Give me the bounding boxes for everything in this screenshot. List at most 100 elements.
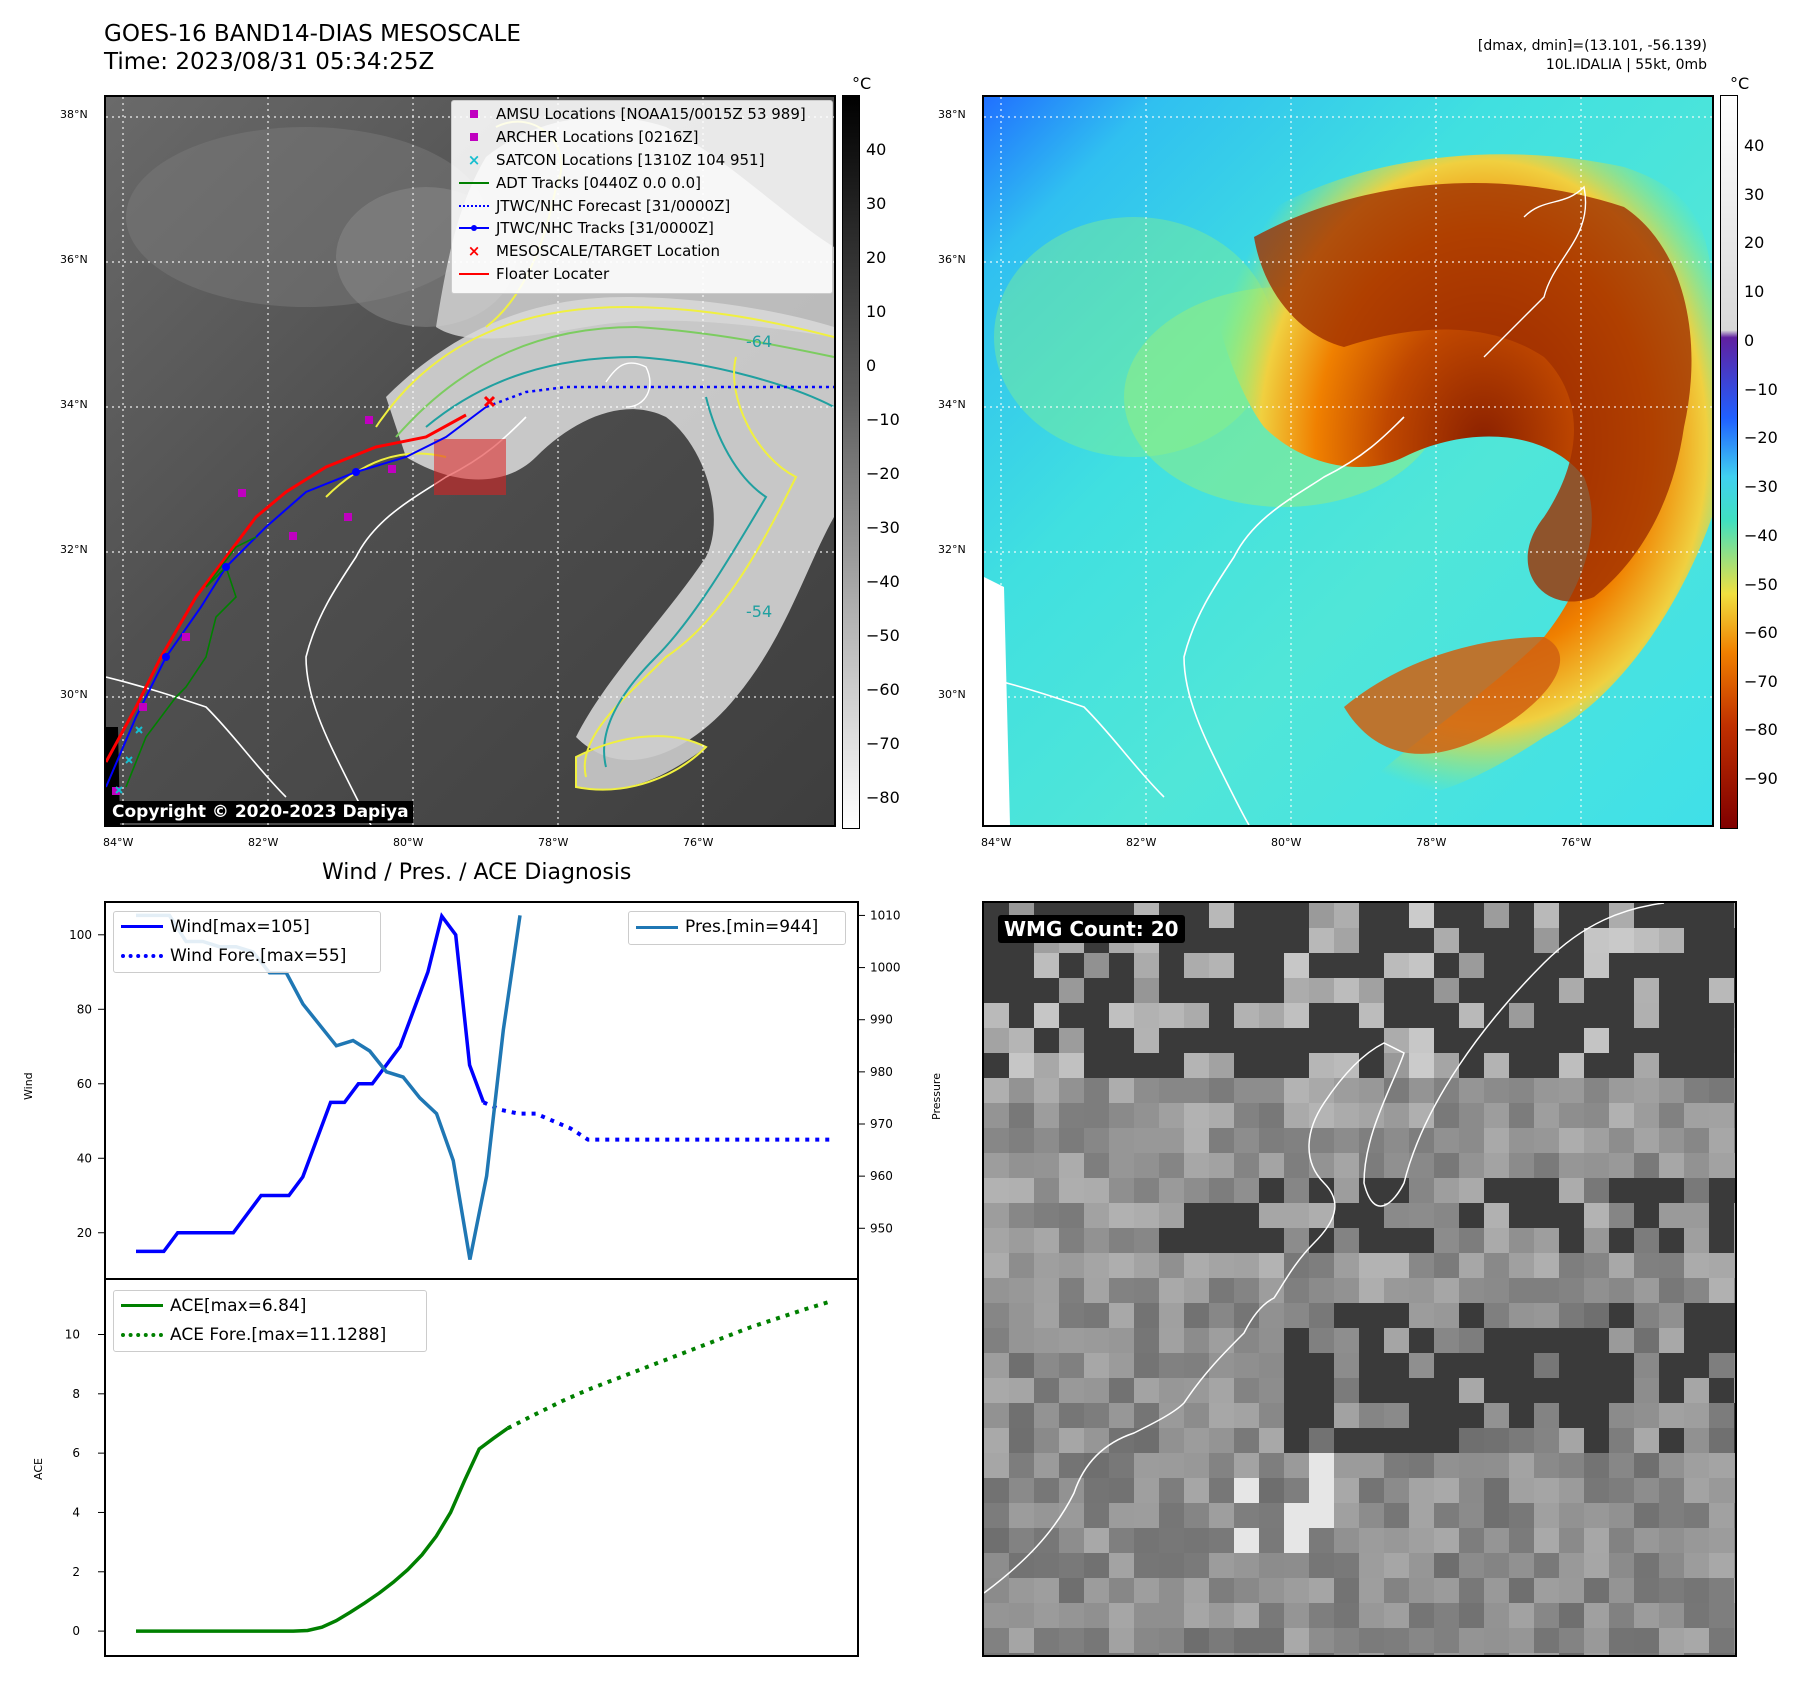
wmg-pixel [1509,1053,1534,1078]
adt-track [125,536,257,788]
wmg-pixel [1334,1328,1359,1353]
wmg-pixel [1059,978,1084,1003]
wmg-pixel [1559,1053,1584,1078]
wmg-pixel [1134,1078,1159,1103]
wmg-pixel [1284,1178,1309,1203]
wmg-pixel [1084,1278,1109,1303]
wmg-pixel [1659,1378,1684,1403]
wmg-pixel [1609,1403,1634,1428]
wmg-pixel [1109,1478,1134,1503]
wmg-pixel [1409,1353,1434,1378]
wmg-pixel [1584,1528,1609,1553]
wmg-pixel [1609,1628,1634,1653]
wmg-pixel [1484,1653,1509,1655]
wmg-pixel [1084,978,1109,1003]
wmg-pixel [1409,903,1434,928]
wmg-pixel [1559,1428,1584,1453]
wmg-pixel [1109,1428,1134,1453]
wmg-pixel [1709,1153,1734,1178]
wmg-pixel [1584,1053,1609,1078]
wmg-pixel [1184,1403,1209,1428]
wmg-pixel [1159,1228,1184,1253]
wmg-pixel [1009,1253,1034,1278]
wmg-pixel [1134,1653,1159,1655]
wmg-pixel [1334,903,1359,928]
line-marker-icon [121,1304,163,1307]
wmg-pixel [1234,1453,1259,1478]
ir-cbar-tick: −30 [866,518,900,537]
wmg-pixel [1484,1053,1509,1078]
wmg-pixel [1459,1403,1484,1428]
wmg-pixel [1459,1003,1484,1028]
wmg-pixel [1484,1553,1509,1578]
wmg-pixel [1634,903,1659,928]
figure-title-line1: GOES-16 BAND14-DIAS MESOSCALE [104,21,521,47]
wmg-pixel [1259,1328,1284,1353]
wmg-pixel [1184,1503,1209,1528]
wmg-pixel [1134,1428,1159,1453]
wmg-pixel [1259,1003,1284,1028]
wmg-pixel [1059,1028,1084,1053]
wmg-pixel [1209,928,1234,953]
wmg-pixel [1384,1053,1409,1078]
wmg-pixel [984,1503,1009,1528]
wmg-pixel [1634,953,1659,978]
wmg-pixel [1509,1078,1534,1103]
wmg-pixel [1109,1528,1134,1553]
wmg-pixel [1084,1078,1109,1103]
wmg-pixel [1284,1303,1309,1328]
wmg-pixel [1459,1553,1484,1578]
wmg-pixel [1284,1528,1309,1553]
pressure-ytick-label: 1000 [870,961,901,975]
wmg-pixel [1034,1053,1059,1078]
line-marker-icon [459,181,489,184]
wmg-pixel [1459,903,1484,928]
wmg-pixel [1309,1353,1334,1378]
wmg-pixel [1434,1228,1459,1253]
wmg-pixel [1734,928,1735,953]
ace-ytick-label: 4 [72,1505,80,1519]
wmg-pixel [984,1303,1009,1328]
wmg-pixel [1584,1478,1609,1503]
wmg-pixel [1734,1478,1735,1503]
pressure-ytick-label: 950 [870,1221,893,1235]
enh-cbar-tick: 0 [1744,331,1755,350]
wmg-pixel [1409,1178,1434,1203]
wmg-pixel [1109,953,1134,978]
wmg-pixel [1309,1603,1334,1628]
wmg-pixel [1259,953,1284,978]
wmg-pixel [1134,1003,1159,1028]
wmg-pixel [984,1103,1009,1128]
wmg-pixel [1209,1403,1234,1428]
wmg-pixel [1184,1028,1209,1053]
wind-forecast-legend-entry: Wind Fore.[max=55] [170,945,347,966]
wmg-pixel [1059,1453,1084,1478]
wmg-pixel [1209,1428,1234,1453]
wmg-pixel [1684,1253,1709,1278]
ir-cbar-tick: 30 [866,194,887,213]
wmg-pixel [1434,928,1459,953]
wmg-pixel [1459,1278,1484,1303]
wmg-pixel [1159,1278,1184,1303]
legend-floater: Floater Locater [452,263,832,286]
wmg-pixel [1709,1203,1734,1228]
wmg-pixel [1134,1628,1159,1653]
wmg-pixel [1159,1653,1184,1655]
pressure-ytick-label: 970 [870,1117,893,1131]
wmg-pixel [1359,1603,1384,1628]
ir-cbar-tick: −70 [866,734,900,753]
wmg-pixel [1709,1103,1734,1128]
wmg-pixel [1734,1603,1735,1628]
wmg-pixel [1534,1603,1559,1628]
wmg-pixel [1109,1128,1134,1153]
wmg-pixel [1184,1153,1209,1178]
wmg-pixel [1709,1303,1734,1328]
wmg-pixel [1109,1028,1134,1053]
wmg-pixel [1184,928,1209,953]
target-location-marker [483,395,496,408]
enh-lat-tick: 32°N [938,543,966,556]
wmg-pixel [1709,1478,1734,1503]
dotted-line-icon [459,204,489,207]
wmg-pixel [1634,1028,1659,1053]
wmg-pixel [1359,1028,1384,1053]
